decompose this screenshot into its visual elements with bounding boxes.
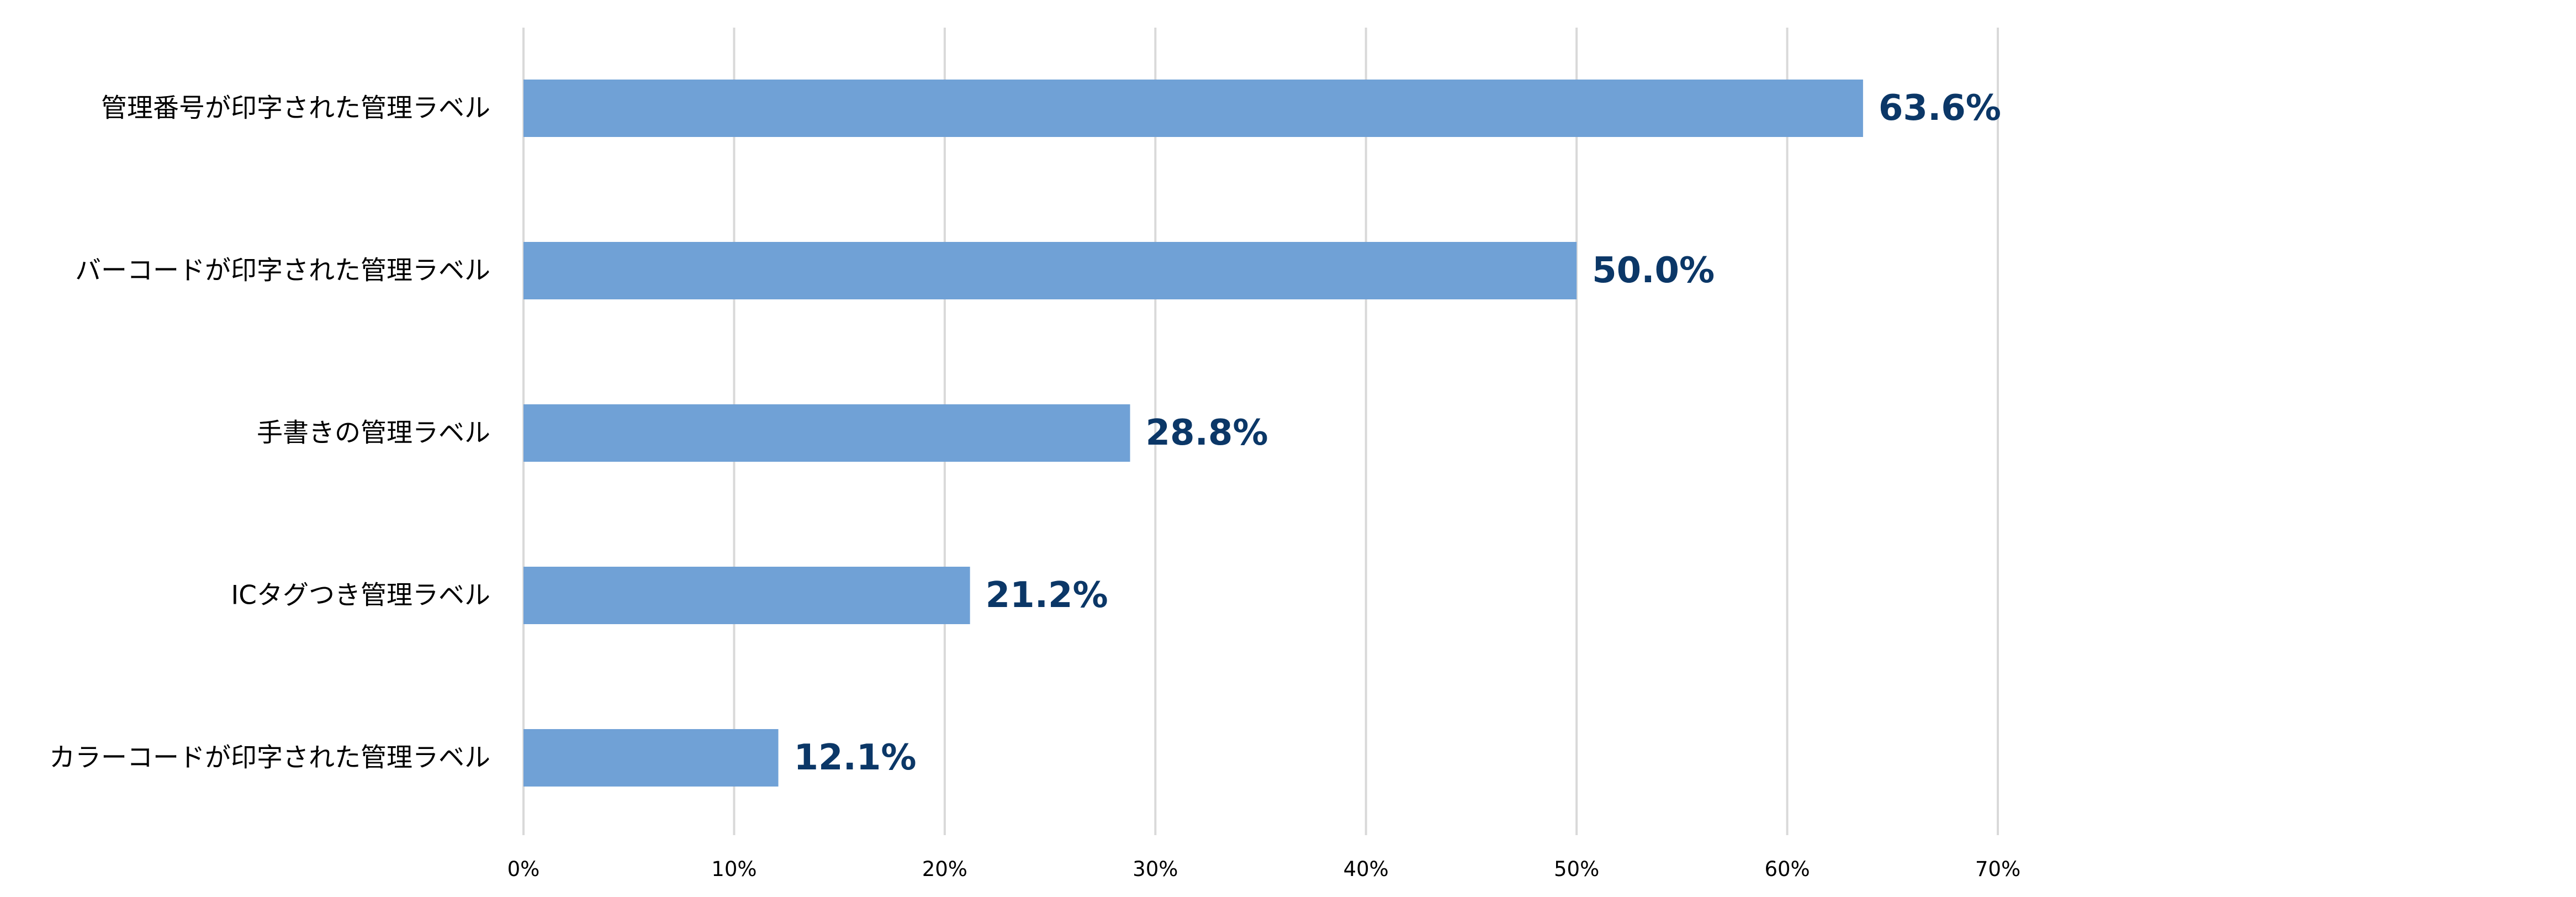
x-tick-label: 60% [1764,857,1810,881]
category-label: ICタグつき管理ラベル [231,581,490,611]
category-label: 管理番号が印字された管理ラベル [101,93,490,124]
x-tick-label: 50% [1554,857,1599,881]
x-tick-label: 10% [711,857,757,881]
x-tick-label: 20% [922,857,967,881]
data-label: 28.8% [1146,413,1268,453]
category-label: バーコードが印字された管理ラベル [75,256,490,286]
x-tick-label: 40% [1343,857,1389,881]
x-tick-label: 30% [1133,857,1178,881]
x-tick-label: 0% [507,857,540,881]
x-tick-label: 70% [1975,857,2020,881]
bar [523,80,1863,137]
data-labels: 63.6% 50.0% 28.8% 21.2% 12.1% [794,88,2001,778]
bar [523,729,779,787]
bar [523,567,970,624]
value-axis: 0% 10% 20% 30% 40% 50% 60% 70% [507,857,2020,881]
bar [523,242,1577,299]
data-label: 63.6% [1879,88,2001,129]
category-label: カラーコードが印字された管理ラベル [49,743,490,773]
data-label: 12.1% [794,737,917,778]
bar [523,404,1130,462]
data-label: 21.2% [986,575,1108,616]
data-label: 50.0% [1592,250,1715,291]
category-axis: 管理番号が印字された管理ラベルバーコードが印字された管理ラベル手書きの管理ラベル… [49,93,490,773]
category-label: 手書きの管理ラベル [257,418,490,448]
bar-layer [523,80,1863,787]
